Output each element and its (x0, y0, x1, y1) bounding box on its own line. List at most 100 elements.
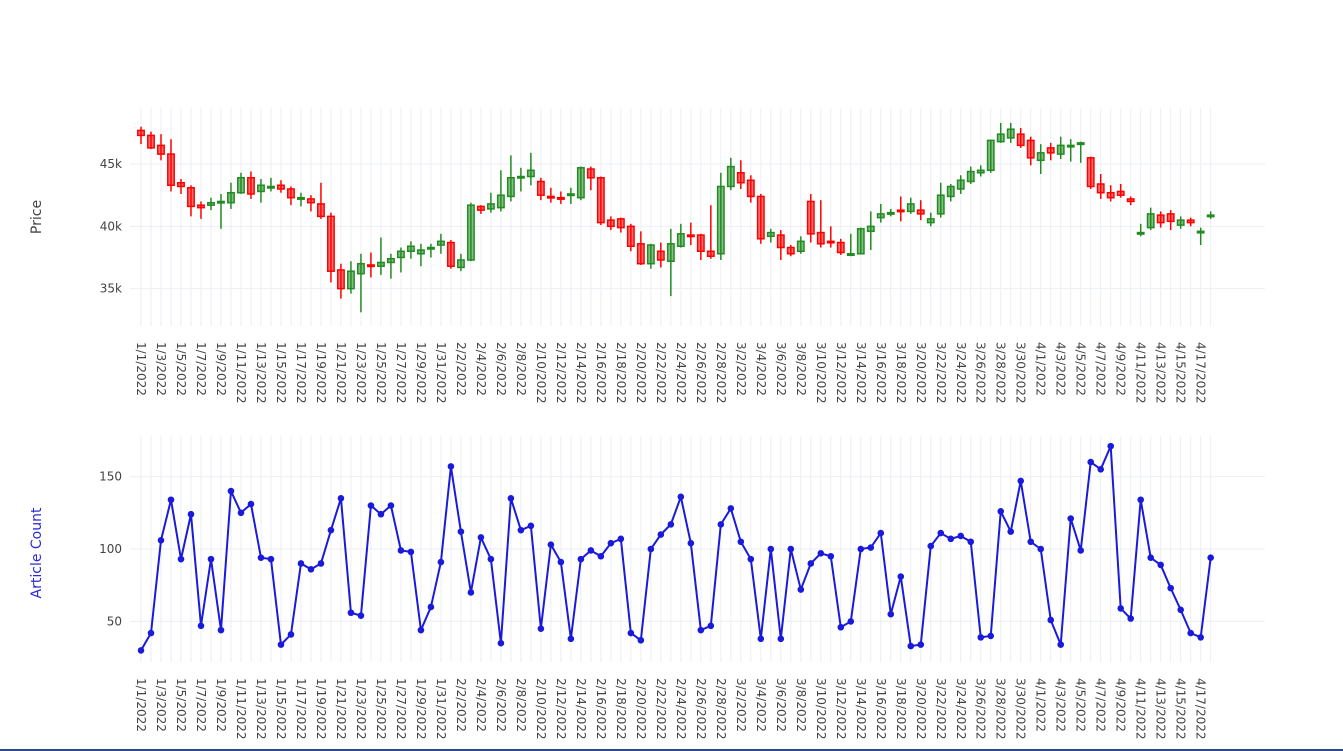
candle-body (906, 203, 915, 213)
candle (306, 195, 315, 212)
article-count-point (287, 631, 295, 638)
x-tick-label: 3/4/2022 (754, 678, 768, 732)
candle (936, 182, 945, 218)
article-count-point (347, 609, 355, 617)
x-tick-label: 2/12/2022 (554, 678, 568, 740)
x-tick-label: 3/8/2022 (794, 342, 808, 396)
price-axis-label: Price (29, 200, 45, 234)
article-count-axis-label: Article Count (29, 507, 45, 598)
candle (137, 126, 145, 145)
article-count-point (357, 612, 365, 619)
x-tick-label: 3/12/2022 (834, 342, 848, 404)
candle (536, 177, 545, 201)
x-tick-label: 3/22/2022 (934, 342, 948, 404)
candle (906, 197, 915, 214)
candle-body (137, 129, 145, 137)
candle (1006, 122, 1015, 143)
article-count-point (977, 634, 985, 641)
candle (217, 193, 225, 229)
candle (576, 166, 585, 201)
candle (686, 222, 695, 246)
candle (237, 172, 245, 194)
article-count-point (587, 547, 595, 554)
candle-body (946, 185, 955, 198)
candle (326, 212, 335, 283)
article-count-point (567, 635, 575, 643)
x-tick-label: 2/8/2022 (514, 342, 528, 396)
candle (816, 200, 825, 248)
candle (157, 134, 165, 161)
article-count-point (767, 545, 775, 553)
article-count-point (267, 555, 275, 563)
candle-body (896, 209, 905, 213)
article-count-point (937, 529, 945, 537)
candle-body (426, 246, 435, 250)
candle (1156, 211, 1165, 228)
candle-body (586, 168, 595, 179)
candle (926, 212, 935, 227)
article-count-point (827, 552, 835, 560)
candle (656, 242, 665, 268)
x-tick-label: 1/7/2022 (194, 678, 208, 732)
candle-body (746, 179, 755, 198)
article-count-point (657, 531, 665, 538)
candle (766, 228, 775, 243)
x-tick-label: 1/15/2022 (274, 678, 288, 740)
candle-body (157, 144, 165, 155)
candle (446, 240, 455, 269)
x-tick-label: 1/9/2022 (214, 342, 228, 396)
article-count-point (1017, 477, 1025, 485)
candle-body (1056, 144, 1065, 155)
x-tick-label: 1/11/2022 (234, 342, 248, 404)
price-candlestick-panel: 35k 40k 45k 1/1/2022 1/3/2022 1/5/2022 1/7/20… (29, 108, 1265, 404)
article-count-point (897, 573, 905, 580)
candle-body (796, 240, 805, 253)
x-tick-label: 3/28/2022 (994, 678, 1008, 740)
x-tick-label: 3/24/2022 (954, 678, 968, 740)
candle-body (966, 170, 975, 183)
x-tick-label: 1/3/2022 (154, 342, 168, 396)
x-tick-label: 1/1/2022 (134, 678, 148, 732)
candle-body (506, 177, 515, 198)
candle-body (1176, 219, 1185, 226)
article-count-point (527, 522, 535, 530)
candle-body (616, 218, 625, 229)
candle (366, 252, 375, 278)
article-count-point (1107, 442, 1115, 450)
x-tick-label: 4/15/2022 (1174, 342, 1188, 404)
article-count-point (627, 629, 635, 637)
x-tick-label: 1/21/2022 (334, 342, 348, 404)
article-count-point (547, 541, 555, 548)
candle-body (936, 194, 945, 215)
candle-body (846, 252, 855, 256)
x-tick-label: 2/24/2022 (674, 342, 688, 404)
candle-body (496, 194, 505, 209)
candle (486, 192, 495, 213)
article-count-point (197, 622, 205, 630)
candle (456, 253, 465, 272)
x-tick-label: 3/20/2022 (914, 678, 928, 740)
x-tick-label: 1/19/2022 (314, 678, 328, 740)
candle (1186, 217, 1195, 227)
candle-body (1126, 198, 1135, 203)
article-count-point (797, 586, 805, 593)
article-count-point (147, 629, 155, 637)
article-count-point (737, 538, 745, 546)
article-count-point (1117, 605, 1125, 612)
candle-body (1166, 213, 1175, 223)
x-tick-label: 2/20/2022 (634, 342, 648, 404)
article-count-point (697, 626, 705, 634)
article-count-point (297, 560, 305, 567)
window-bottom-border (0, 749, 1343, 751)
candle (1176, 216, 1185, 229)
x-tick-label: 1/31/2022 (434, 678, 448, 740)
candle (346, 261, 355, 294)
candle (736, 160, 745, 189)
candle (826, 226, 835, 248)
candle-body (696, 234, 705, 253)
x-tick-label: 3/6/2022 (774, 342, 788, 396)
candle-body (396, 250, 405, 259)
candle-body (1206, 214, 1215, 218)
article-count-point (457, 528, 465, 535)
candle (666, 228, 675, 297)
